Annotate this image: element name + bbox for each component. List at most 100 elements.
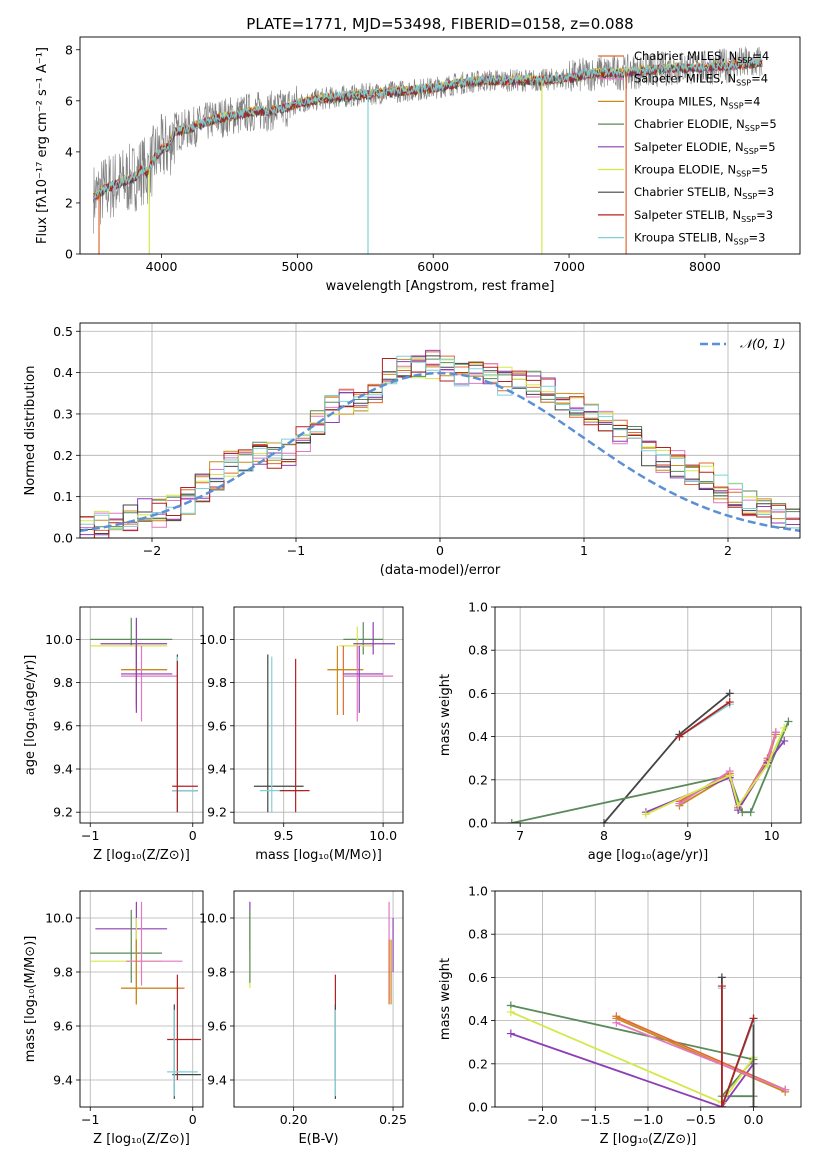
x-tick-label: 7 — [516, 828, 524, 843]
legend-label: Salpeter MILES, NSSP=4 — [634, 72, 768, 88]
y-axis-label: Flux [fλ10⁻¹⁷ erg cm⁻² s⁻¹ A⁻¹] — [35, 47, 50, 244]
weight-marker — [771, 728, 780, 737]
x-tick-label: 5000 — [281, 259, 313, 274]
weight-marker — [734, 801, 743, 810]
residual-legend: 𝒩(0, 1) — [700, 336, 786, 351]
y-tick-label: 9.6 — [53, 718, 73, 733]
plot-area — [90, 901, 201, 1099]
weight-marker — [749, 1014, 758, 1023]
x-axis-label: Z [log₁₀(Z/Z⊙)] — [93, 1132, 190, 1147]
y-tick-label: 0.5 — [53, 324, 73, 339]
y-tick-label: 9.4 — [207, 1073, 227, 1088]
y-tick-label: 0 — [65, 247, 73, 262]
plot-area — [80, 349, 800, 538]
x-tick-label: −1.5 — [580, 1112, 610, 1127]
y-tick-label: 10.0 — [45, 632, 73, 647]
y-tick-label: 9.8 — [207, 965, 227, 980]
y-axis-label: mass weight — [438, 958, 453, 1040]
weight-marker — [506, 1029, 515, 1038]
x-tick-label: 10 — [764, 828, 780, 843]
x-tick-label: −2.0 — [527, 1112, 557, 1127]
weight-line — [615, 1021, 786, 1091]
x-tick-label: 8 — [600, 828, 608, 843]
y-tick-label: 10.0 — [199, 632, 227, 647]
gaussian-curve — [80, 371, 800, 533]
weight-marker — [507, 819, 516, 823]
x-tick-label: 1 — [580, 543, 588, 558]
y-tick-label: 9.2 — [207, 805, 227, 820]
legend-label: Kroupa MILES, NSSP=4 — [634, 94, 760, 110]
y-tick-label: 9.8 — [53, 965, 73, 980]
x-axis-label: Z [log₁₀(Z/Z⊙)] — [93, 848, 190, 863]
x-tick-label: 10.0 — [369, 828, 397, 843]
plot-area — [507, 689, 793, 823]
x-tick-label: 0 — [436, 543, 444, 558]
spectrum-model-line — [93, 57, 763, 199]
x-tick-label: 6000 — [417, 259, 449, 274]
axes-frame — [233, 890, 404, 1108]
y-tick-label: 4 — [65, 144, 73, 159]
weight-marker — [725, 698, 734, 707]
y-tick-label: 0.4 — [53, 365, 73, 380]
y-tick-label: 0.0 — [468, 816, 488, 831]
axes-frame — [233, 606, 404, 824]
x-tick-label: −1.0 — [633, 1112, 663, 1127]
weight-marker — [784, 717, 793, 726]
weight-marker — [506, 1007, 515, 1016]
x-tick-label: −1 — [287, 543, 305, 558]
y-tick-label: 9.6 — [207, 1019, 227, 1034]
legend-label: 𝒩(0, 1) — [740, 336, 786, 351]
histogram-step — [80, 355, 800, 530]
weight-marker — [725, 689, 734, 698]
y-tick-label: 9.6 — [53, 1019, 73, 1034]
y-tick-label: 6 — [65, 93, 73, 108]
y-tick-label: 10.0 — [45, 911, 73, 926]
panel-residuals: −2 −1 0 1 2 0.0 0.1 0.2 0.3 0.4 0.5 (data-model)/er… — [23, 322, 801, 578]
legend-label: Kroupa ELODIE, NSSP=5 — [634, 163, 768, 179]
y-tick-label: 10.0 — [199, 911, 227, 926]
y-tick-label: 9.8 — [207, 675, 227, 690]
x-axis-label: E(B-V) — [298, 1132, 338, 1147]
y-tick-label: 9.4 — [207, 762, 227, 777]
y-tick-label: 0.8 — [468, 643, 488, 658]
panel-Z-mass: −1 0 9.4 9.6 9.8 10.0 Z [log₁₀(Z/Z⊙)] mass [log… — [23, 890, 204, 1147]
y-tick-label: 0.0 — [53, 531, 73, 546]
y-tick-label: 1.0 — [468, 600, 488, 615]
plot-area — [249, 901, 394, 1099]
x-tick-label: −2 — [143, 543, 161, 558]
axes-frame — [494, 606, 802, 824]
weight-marker — [780, 723, 789, 732]
weight-marker — [738, 808, 747, 817]
x-tick-label: 0 — [189, 828, 197, 843]
panel-age-weight: 7 8 9 10 0.0 0.2 0.4 0.6 0.8 1.0 age [log₁₀(age/yr… — [438, 600, 802, 863]
weight-marker — [717, 982, 726, 991]
y-tick-label: 0.6 — [468, 970, 488, 985]
weight-line — [615, 1015, 786, 1091]
y-tick-label: 9.6 — [207, 718, 227, 733]
panel-spectrum: 4000 5000 6000 7000 8000 0 2 4 6 8 wavelength [Ang… — [35, 36, 801, 294]
panel-ebv-mass: 0.20 0.25 9.4 9.6 9.8 10.0 E(B-V) — [199, 890, 407, 1147]
weight-marker — [749, 1103, 758, 1107]
weight-marker — [781, 1085, 790, 1094]
y-axis-label: mass [log₁₀(M/M⊙)] — [23, 936, 38, 1063]
x-tick-label: −1 — [81, 828, 99, 843]
x-tick-label: 9 — [684, 828, 692, 843]
weight-marker — [763, 760, 772, 769]
x-tick-label: 0 — [189, 1112, 197, 1127]
x-axis-label: (data-model)/error — [380, 563, 501, 578]
x-axis-label: Z [log₁₀(Z/Z⊙)] — [600, 1132, 697, 1147]
x-tick-label: 9.5 — [274, 828, 294, 843]
weight-marker — [746, 808, 755, 817]
y-tick-label: 0.2 — [468, 772, 488, 787]
y-axis-label: mass weight — [438, 674, 453, 756]
panel-Z-weight: −2.0 −1.5 −1.0 −0.5 0.0 0.0 0.2 0.4 0.6 0.8 1.0 Z [… — [438, 884, 802, 1147]
weight-marker — [725, 771, 734, 780]
plot-area — [506, 973, 790, 1107]
x-axis-label: wavelength [Angstrom, rest frame] — [326, 279, 555, 294]
spectrum-data-line — [93, 46, 763, 234]
figure-title: PLATE=1771, MJD=53498, FIBERID=0158, z=0… — [246, 15, 633, 33]
x-tick-label: 2 — [724, 543, 732, 558]
y-axis-label: age [log₁₀(age/yr)] — [23, 655, 38, 776]
weight-marker — [780, 736, 789, 745]
